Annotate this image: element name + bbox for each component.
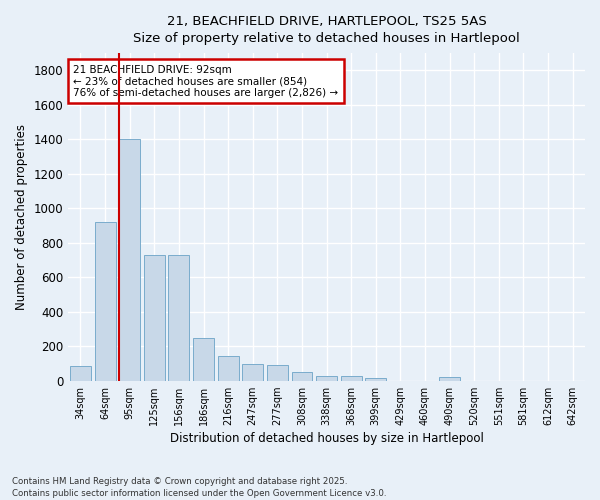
Bar — [144, 255, 165, 380]
Y-axis label: Number of detached properties: Number of detached properties — [15, 124, 28, 310]
Bar — [341, 376, 362, 380]
X-axis label: Distribution of detached houses by size in Hartlepool: Distribution of detached houses by size … — [170, 432, 484, 445]
Bar — [95, 222, 116, 380]
Text: 21 BEACHFIELD DRIVE: 92sqm
← 23% of detached houses are smaller (854)
76% of sem: 21 BEACHFIELD DRIVE: 92sqm ← 23% of deta… — [73, 64, 338, 98]
Text: Contains HM Land Registry data © Crown copyright and database right 2025.
Contai: Contains HM Land Registry data © Crown c… — [12, 476, 386, 498]
Bar — [70, 366, 91, 380]
Bar — [218, 356, 239, 380]
Bar — [169, 255, 190, 380]
Bar — [242, 364, 263, 380]
Bar — [119, 140, 140, 380]
Bar — [316, 376, 337, 380]
Bar — [267, 365, 288, 380]
Bar — [365, 378, 386, 380]
Bar — [439, 377, 460, 380]
Bar — [292, 372, 313, 380]
Title: 21, BEACHFIELD DRIVE, HARTLEPOOL, TS25 5AS
Size of property relative to detached: 21, BEACHFIELD DRIVE, HARTLEPOOL, TS25 5… — [133, 15, 520, 45]
Bar — [193, 338, 214, 380]
